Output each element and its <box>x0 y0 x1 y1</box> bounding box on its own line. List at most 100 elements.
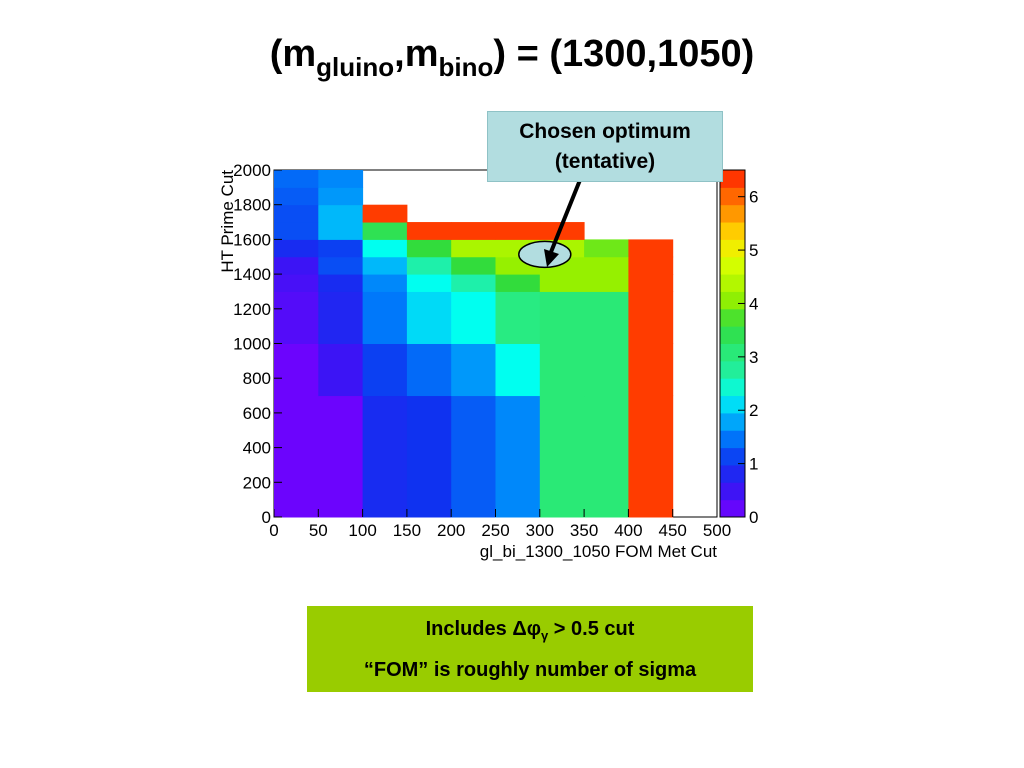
callout-arrow-shaft <box>549 179 582 253</box>
info-line-2: “FOM” is roughly number of sigma <box>363 659 697 681</box>
heatmap-cell <box>362 395 408 518</box>
gamma-subscript: γ <box>541 628 549 643</box>
delta-phi-symbol: Δφ <box>512 618 541 640</box>
info-line-1-pre: Includes <box>425 618 513 640</box>
x-tick-label: 0 <box>269 521 278 540</box>
heatmap-cell <box>451 274 496 292</box>
colorbar-swatch <box>720 412 745 431</box>
x-tick-label: 50 <box>309 521 328 540</box>
y-axis-label: HT Prime Cut <box>218 170 237 273</box>
x-tick-label: 150 <box>393 521 421 540</box>
heatmap-cell <box>584 343 629 397</box>
heatmap-cell <box>406 395 452 518</box>
heatmap-cell <box>362 204 408 223</box>
colorbar-tick-label: 1 <box>749 455 758 474</box>
heatmap-cell <box>495 222 541 240</box>
colorbar-swatch <box>720 204 745 223</box>
colorbar-swatch <box>720 222 745 240</box>
heatmap-cell <box>628 343 674 397</box>
title-sub-bino: bino <box>438 52 494 82</box>
heatmap-cell <box>628 395 674 518</box>
heatmap-cell <box>274 343 319 397</box>
heatmap-cell <box>318 187 364 206</box>
heatmap-cell <box>274 239 319 258</box>
heatmap-cell <box>274 170 319 188</box>
colorbar-swatch <box>720 343 745 362</box>
heatmap-cell <box>495 395 541 518</box>
heatmap-cell <box>406 343 452 397</box>
heatmap-cell <box>584 274 629 292</box>
heatmap-cell <box>318 256 364 275</box>
heatmap-cell <box>318 239 364 258</box>
x-tick-label: 200 <box>437 521 465 540</box>
heatmap-cell <box>406 239 452 258</box>
colorbar-tick-label: 5 <box>749 241 758 260</box>
heatmap-cell <box>584 239 629 258</box>
colorbar <box>719 169 746 518</box>
colorbar-tick-label: 2 <box>749 401 758 420</box>
x-tick-label: 500 <box>703 521 731 540</box>
y-tick-label: 1000 <box>233 335 271 354</box>
heatmap-cell <box>451 343 496 397</box>
heatmap-cell <box>362 274 408 292</box>
colorbar-swatch <box>720 482 745 501</box>
colorbar-swatch <box>720 464 745 483</box>
colorbar-tick-label: 3 <box>749 348 758 367</box>
heatmap-cell <box>274 395 319 518</box>
y-tick-label: 200 <box>243 473 271 492</box>
heatmap-cell <box>362 222 408 240</box>
heatmap-cell <box>318 395 364 518</box>
y-tick-label: 600 <box>243 404 271 423</box>
y-tick-label: 1600 <box>233 230 271 249</box>
heatmap-cell <box>274 256 319 275</box>
heatmap-cell <box>274 274 319 292</box>
y-axis-ticks: 0 200 400 600 800 1000 1200 1400 1600 1800 2000 <box>233 161 282 527</box>
colorbar-tick-label: 6 <box>749 188 758 207</box>
colorbar-frame <box>719 169 746 518</box>
heatmap-cell <box>584 395 629 518</box>
heatmap-cell <box>362 291 408 344</box>
x-tick-label: 250 <box>481 521 509 540</box>
heatmap-cell <box>318 222 364 240</box>
x-tick-label: 450 <box>659 521 687 540</box>
heatmap-cell <box>451 291 496 344</box>
colorbar-swatch <box>720 291 745 310</box>
heatmap-cell <box>274 187 319 206</box>
heatmap-cell <box>628 239 674 258</box>
x-tick-label: 100 <box>348 521 376 540</box>
heatmap-cell <box>539 343 585 397</box>
heatmap-cell <box>628 274 674 292</box>
x-tick-label: 400 <box>614 521 642 540</box>
heatmap-cell <box>406 256 452 275</box>
title-sub-gluino: gluino <box>316 52 395 82</box>
y-tick-label: 400 <box>243 439 271 458</box>
x-tick-label: 300 <box>526 521 554 540</box>
y-tick-label: 0 <box>262 508 271 527</box>
heatmap-cell <box>362 343 408 397</box>
callout-arrowhead <box>544 249 559 267</box>
heatmap-cell <box>406 291 452 344</box>
heatmap-cell <box>451 239 496 258</box>
heatmap-cell <box>628 256 674 275</box>
x-tick-label: 350 <box>570 521 598 540</box>
heatmap-cell <box>318 291 364 344</box>
info-line-1: Includes Δφγ > 0.5 cut <box>307 618 753 643</box>
heatmap-cell <box>318 170 364 188</box>
colorbar-swatch <box>720 430 745 449</box>
colorbar-swatch <box>720 239 745 258</box>
callout-line-1: Chosen optimum <box>519 119 691 143</box>
y-tick-label: 800 <box>243 369 271 388</box>
colorbar-tick-label: 4 <box>749 294 758 313</box>
y-tick-label: 1800 <box>233 196 271 215</box>
heatmap-cell <box>406 222 452 240</box>
colorbar-swatch <box>720 378 745 397</box>
colorbar-swatch <box>720 187 745 206</box>
title-suffix: ) = (1300,1050) <box>493 33 755 75</box>
title-comma: ,m <box>394 33 439 75</box>
colorbar-swatch <box>720 274 745 292</box>
heatmap-cells <box>274 170 674 518</box>
slide-title: (mgluino,mbino) = (1300,1050) <box>0 24 1024 97</box>
heatmap-cell <box>495 274 541 292</box>
colorbar-swatch <box>720 360 745 379</box>
